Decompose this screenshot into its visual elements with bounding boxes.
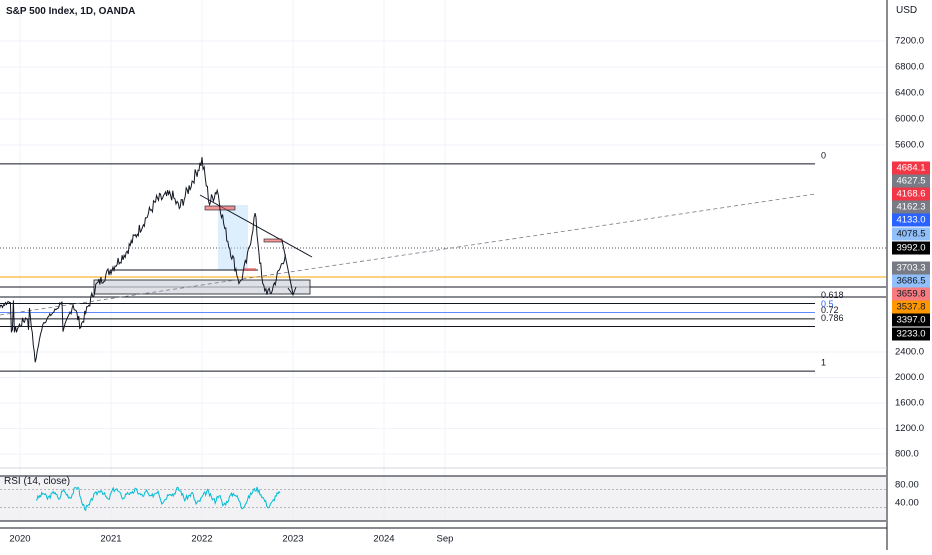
x-tick-label: 2022 <box>191 534 212 545</box>
price-tag-bg <box>892 300 930 314</box>
price-tag: 3233.0 <box>892 327 930 341</box>
arrow-head <box>287 286 297 297</box>
y-tick-label: 1200.0 <box>895 423 924 434</box>
dashed-trend-line <box>0 193 816 316</box>
y-tick-label: 1600.0 <box>895 398 924 409</box>
price-tag: 4162.3 <box>892 200 930 214</box>
fib-label: 0.618 <box>821 290 844 300</box>
price-tag-label: 4133.0 <box>896 215 925 226</box>
price-tag: 4133.0 <box>892 213 930 227</box>
price-tag-label: 3659.8 <box>896 289 925 300</box>
y-tick-label: 6800.0 <box>895 62 924 73</box>
fib-label: 0.72 <box>821 305 839 315</box>
fib-label: 0 <box>821 150 826 160</box>
price-tag-label: 3992.0 <box>896 243 925 254</box>
fib-label: 0.5 <box>821 299 834 309</box>
x-tick-label: 2023 <box>282 534 303 545</box>
rsi-title: RSI (14, close) <box>4 476 71 487</box>
price-tag-bg <box>892 241 930 255</box>
price-series <box>0 157 286 363</box>
price-tag-label: 4162.3 <box>896 202 925 213</box>
y-tick-label: 6000.0 <box>895 114 924 125</box>
price-tag-bg <box>892 213 930 227</box>
price-tag: 3659.8 <box>892 287 930 301</box>
price-tag-label: 3537.8 <box>896 302 925 313</box>
price-tag: 3686.5 <box>892 274 930 288</box>
price-tag-bg <box>892 287 930 301</box>
price-tag-bg <box>892 200 930 214</box>
price-line <box>0 157 286 363</box>
range-box <box>93 279 311 295</box>
rsi-line <box>35 486 281 512</box>
rsi-tick-label: 40.00 <box>895 498 919 509</box>
price-tag-bg <box>892 313 930 327</box>
y-tick-label: 7200.0 <box>895 36 924 47</box>
price-tag-bg <box>892 261 930 275</box>
price-tag-bg <box>892 161 930 175</box>
price-tag-bg <box>892 174 930 188</box>
y-tick-label: 2000.0 <box>895 372 924 383</box>
projection-arrow <box>281 239 294 295</box>
y-tick-label: 2400.0 <box>895 347 924 358</box>
price-tag-label: 3233.0 <box>896 329 925 340</box>
fib-label: 0.786 <box>821 313 844 323</box>
grid <box>0 0 886 520</box>
price-tag-label: 3686.5 <box>896 276 925 287</box>
price-tag-label: 4684.1 <box>896 163 925 174</box>
currency-label: USD <box>896 5 918 16</box>
price-tag: 3397.0 <box>892 313 930 327</box>
fib-label: 1 <box>821 358 826 368</box>
marker-box <box>244 268 256 271</box>
price-tag-bg <box>892 227 930 241</box>
rsi-band <box>0 476 886 521</box>
price-tag-label: 4168.6 <box>896 189 925 200</box>
price-tag-bg <box>892 274 930 288</box>
price-tag: 4168.6 <box>892 187 930 201</box>
price-tag: 4627.5 <box>892 174 930 188</box>
price-tag-bg <box>892 187 930 201</box>
price-tag: 4684.1 <box>892 161 930 175</box>
price-tag: 3537.8 <box>892 300 930 314</box>
rsi-tick-label: 80.00 <box>895 480 919 491</box>
x-tick-label: Sep <box>437 534 454 545</box>
price-tag-label: 3703.3 <box>896 263 925 274</box>
rsi-pane <box>0 475 886 522</box>
price-tag: 3703.3 <box>892 261 930 275</box>
price-tag: 3992.0 <box>892 241 930 255</box>
chart-title: S&P 500 Index, 1D, OANDA <box>6 6 136 17</box>
x-tick-label: 2024 <box>373 534 394 545</box>
marker-box <box>263 238 283 243</box>
price-tag: 4078.5 <box>892 227 930 241</box>
y-tick-label: 800.0 <box>895 449 919 460</box>
x-tick-label: 2020 <box>9 534 30 545</box>
y-tick-label: 5600.0 <box>895 140 924 151</box>
price-tag-bg <box>892 327 930 341</box>
x-tick-label: 2021 <box>100 534 121 545</box>
price-tag-label: 4078.5 <box>896 229 925 240</box>
price-tag-label: 4627.5 <box>896 176 925 187</box>
price-tag-label: 3397.0 <box>896 315 925 326</box>
drawings: 0 0.50.618 0.720.786 1 <box>0 150 886 372</box>
y-tick-label: 6400.0 <box>895 88 924 99</box>
